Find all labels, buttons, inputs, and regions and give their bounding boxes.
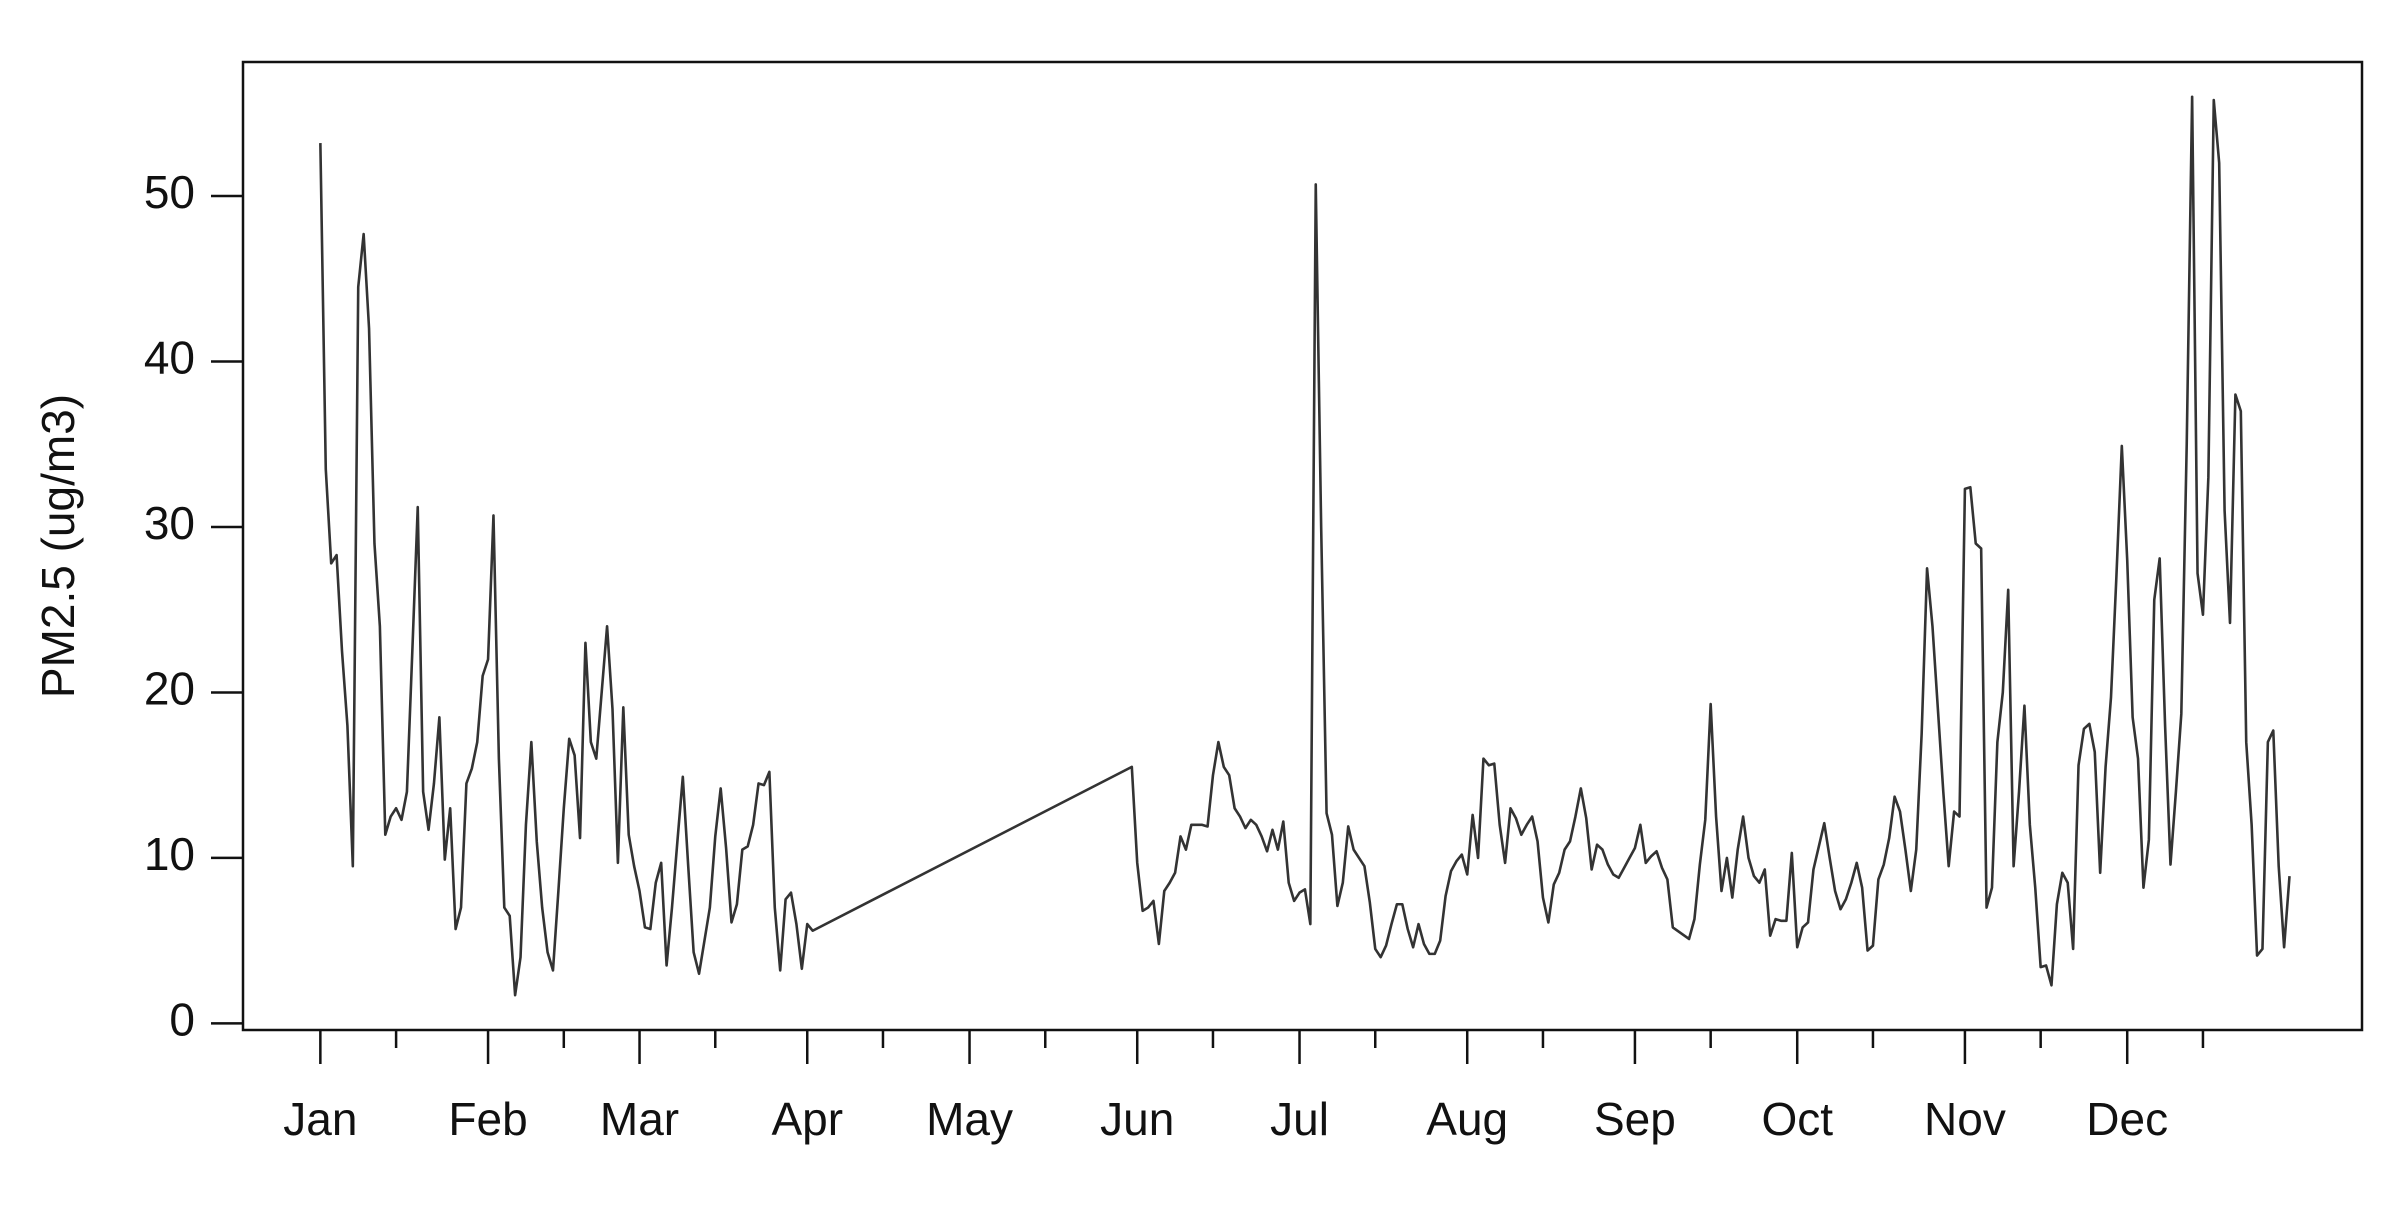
- y-tick-label: 10: [144, 828, 195, 880]
- x-tick-label: Nov: [1924, 1093, 2006, 1145]
- x-tick-label: Oct: [1761, 1093, 1833, 1145]
- y-axis-label: PM2.5 (ug/m3): [32, 394, 84, 698]
- y-tick-label: 40: [144, 332, 195, 384]
- x-tick-label: Sep: [1594, 1093, 1676, 1145]
- y-tick-label: 0: [169, 994, 195, 1046]
- plot-frame: [241, 60, 2364, 1032]
- x-tick-label: Mar: [600, 1093, 679, 1145]
- y-tick-label: 50: [144, 166, 195, 218]
- data-line: [319, 95, 2291, 997]
- x-tick-label: Aug: [1426, 1093, 1508, 1145]
- x-tick-label: Dec: [2086, 1093, 2168, 1145]
- x-tick-label: Jun: [1100, 1093, 1174, 1145]
- y-tick-label: 20: [144, 663, 195, 715]
- x-tick-label: Jul: [1270, 1093, 1329, 1145]
- x-tick-label: May: [926, 1093, 1013, 1145]
- y-tick-label: 30: [144, 497, 195, 549]
- x-tick-label: Feb: [448, 1093, 527, 1145]
- x-tick-label: Apr: [771, 1093, 843, 1145]
- x-tick-label: Jan: [283, 1093, 357, 1145]
